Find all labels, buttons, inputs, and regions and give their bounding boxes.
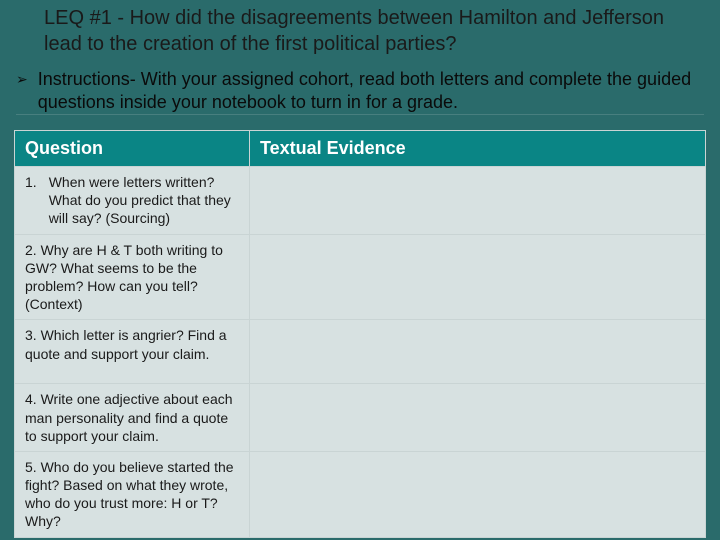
evidence-cell: [249, 234, 705, 320]
question-cell: 3. Which letter is angrier? Find a quote…: [15, 320, 250, 384]
question-text: When were letters written? What do you p…: [49, 173, 239, 228]
table-row: 3. Which letter is angrier? Find a quote…: [15, 320, 706, 384]
table-header-row: Question Textual Evidence: [15, 131, 706, 167]
instructions-row: ➢ Instructions- With your assigned cohor…: [16, 68, 704, 115]
evidence-cell: [249, 167, 705, 235]
evidence-cell: [249, 384, 705, 452]
evidence-cell: [249, 320, 705, 384]
question-cell: 2. Why are H & T both writing to GW? Wha…: [15, 234, 250, 320]
question-number: 1.: [25, 173, 37, 228]
table-row: 1. When were letters written? What do yo…: [15, 167, 706, 235]
question-cell: 1. When were letters written? What do yo…: [15, 167, 250, 235]
question-cell: 5. Who do you believe started the fight?…: [15, 451, 250, 537]
table-row: 4. Write one adjective about each man pe…: [15, 384, 706, 452]
table-row: 2. Why are H & T both writing to GW? Wha…: [15, 234, 706, 320]
slide: LEQ #1 - How did the disagreements betwe…: [0, 0, 720, 540]
questions-table: Question Textual Evidence 1. When were l…: [14, 130, 706, 538]
header-evidence: Textual Evidence: [249, 131, 705, 167]
chevron-right-icon: ➢: [16, 71, 28, 88]
evidence-cell: [249, 451, 705, 537]
leq-title: LEQ #1 - How did the disagreements betwe…: [44, 6, 696, 57]
instructions-text: Instructions- With your assigned cohort,…: [38, 68, 704, 114]
table-row: 5. Who do you believe started the fight?…: [15, 451, 706, 537]
question-cell: 4. Write one adjective about each man pe…: [15, 384, 250, 452]
header-question: Question: [15, 131, 250, 167]
